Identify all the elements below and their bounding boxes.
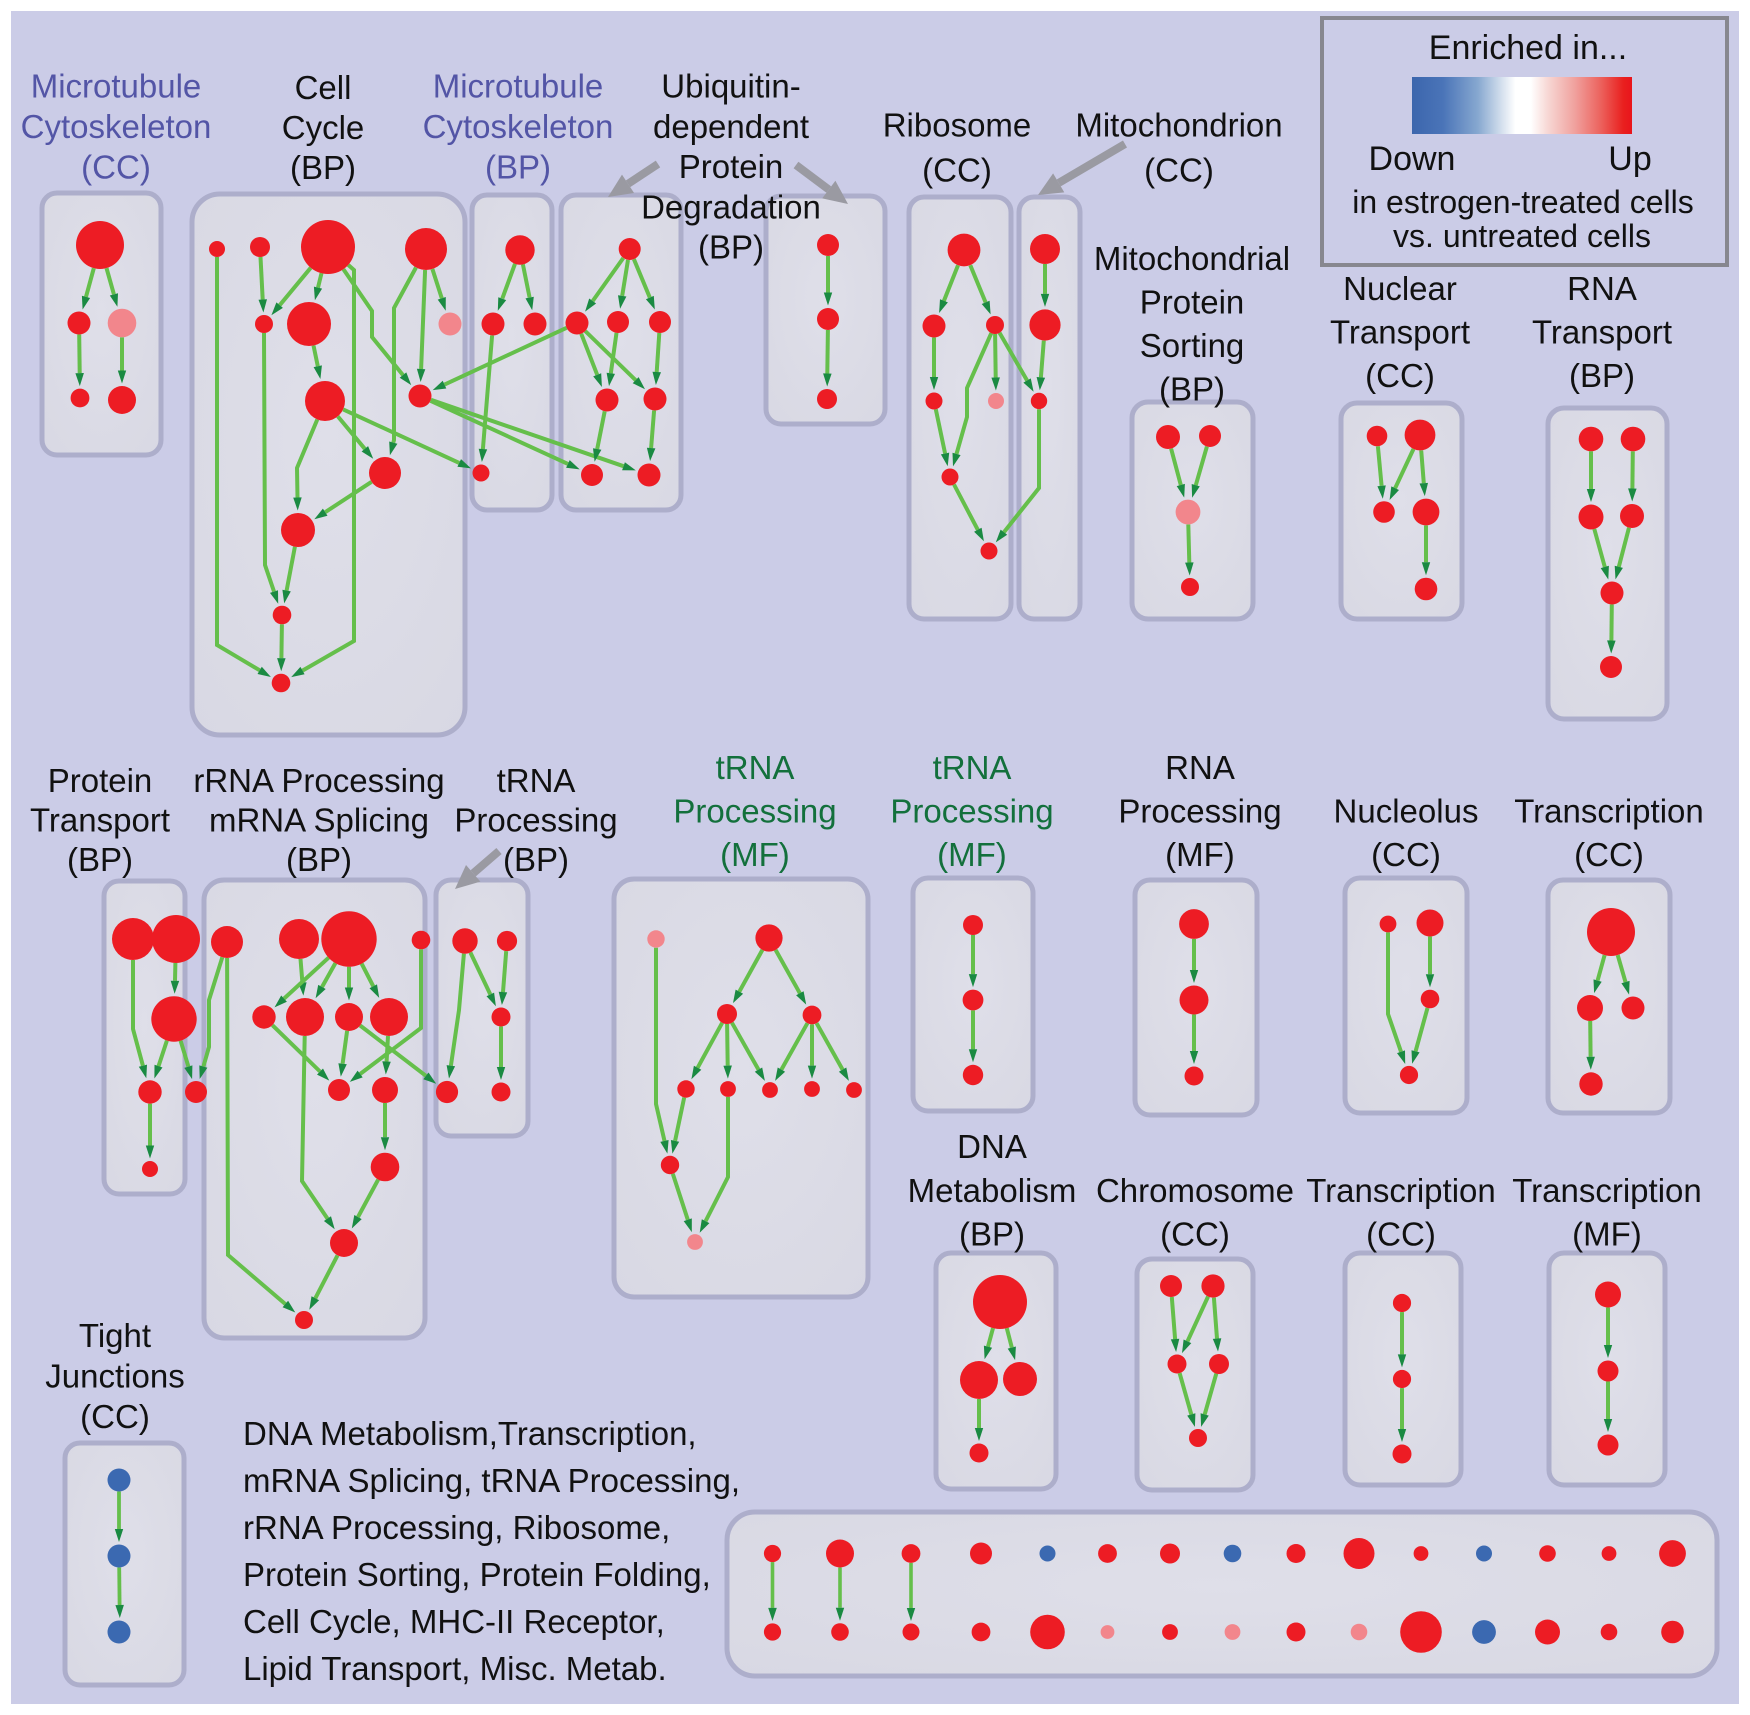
svg-text:(MF): (MF): [1165, 836, 1235, 873]
svg-text:(CC): (CC): [1365, 357, 1435, 394]
svg-text:Metabolism: Metabolism: [908, 1172, 1077, 1209]
svg-text:mRNA Splicing: mRNA Splicing: [209, 802, 429, 839]
svg-text:Degradation: Degradation: [641, 188, 821, 225]
svg-text:Cycle: Cycle: [282, 109, 365, 146]
svg-text:(BP): (BP): [290, 149, 356, 186]
svg-text:DNA: DNA: [957, 1128, 1027, 1165]
svg-text:Processing: Processing: [890, 793, 1053, 830]
svg-text:Chromosome: Chromosome: [1096, 1172, 1294, 1209]
svg-text:Cytoskeleton: Cytoskeleton: [423, 108, 614, 145]
svg-text:RNA: RNA: [1567, 270, 1637, 307]
svg-text:(CC): (CC): [80, 1398, 150, 1435]
svg-text:(BP): (BP): [959, 1216, 1025, 1253]
svg-text:Transport: Transport: [1330, 314, 1470, 351]
svg-text:Enriched in...: Enriched in...: [1429, 29, 1627, 67]
svg-text:Ribosome: Ribosome: [883, 107, 1032, 144]
svg-text:Down: Down: [1369, 140, 1456, 178]
svg-text:(CC): (CC): [1366, 1216, 1436, 1253]
svg-text:Processing: Processing: [1118, 793, 1281, 830]
svg-text:(BP): (BP): [1569, 357, 1635, 394]
svg-text:Transcription: Transcription: [1306, 1172, 1496, 1209]
svg-text:(MF): (MF): [720, 836, 790, 873]
svg-text:Protein: Protein: [48, 762, 153, 799]
svg-text:(BP): (BP): [286, 841, 352, 878]
svg-text:(CC): (CC): [1160, 1216, 1230, 1253]
svg-text:Lipid Transport, Misc. Metab.: Lipid Transport, Misc. Metab.: [243, 1650, 667, 1687]
svg-text:Microtubule: Microtubule: [433, 68, 604, 105]
svg-text:(CC): (CC): [922, 152, 992, 189]
svg-text:Mitochondrial: Mitochondrial: [1094, 240, 1290, 277]
svg-text:Protein: Protein: [679, 148, 784, 185]
svg-text:(BP): (BP): [1159, 371, 1225, 408]
svg-text:Mitochondrion: Mitochondrion: [1075, 107, 1282, 144]
svg-text:tRNA: tRNA: [497, 762, 576, 799]
svg-text:Transport: Transport: [30, 802, 170, 839]
svg-text:Nuclear: Nuclear: [1343, 270, 1457, 307]
svg-text:Processing: Processing: [454, 802, 617, 839]
svg-text:Up: Up: [1608, 140, 1651, 178]
svg-text:Microtubule: Microtubule: [31, 68, 202, 105]
svg-text:(CC): (CC): [1371, 836, 1441, 873]
svg-text:Junctions: Junctions: [45, 1358, 184, 1395]
svg-text:Cell: Cell: [295, 69, 352, 106]
svg-text:tRNA: tRNA: [716, 749, 795, 786]
svg-text:(CC): (CC): [1144, 152, 1214, 189]
svg-text:Processing: Processing: [673, 793, 836, 830]
svg-text:(BP): (BP): [503, 841, 569, 878]
svg-text:Cell Cycle, MHC-II Receptor,: Cell Cycle, MHC-II Receptor,: [243, 1603, 665, 1640]
svg-text:(BP): (BP): [485, 149, 551, 186]
svg-text:Tight: Tight: [79, 1317, 151, 1354]
svg-text:(CC): (CC): [1574, 836, 1644, 873]
svg-text:in estrogen-treated cells: in estrogen-treated cells: [1352, 184, 1694, 220]
svg-text:(BP): (BP): [698, 229, 764, 266]
svg-text:rRNA Processing: rRNA Processing: [193, 762, 444, 799]
svg-text:RNA: RNA: [1165, 749, 1235, 786]
svg-text:(MF): (MF): [1572, 1216, 1642, 1253]
svg-text:Transport: Transport: [1532, 314, 1672, 351]
svg-text:(MF): (MF): [937, 836, 1007, 873]
svg-text:rRNA Processing, Ribosome,: rRNA Processing, Ribosome,: [243, 1509, 670, 1546]
svg-text:Protein Sorting, Protein Foldi: Protein Sorting, Protein Folding,: [243, 1556, 711, 1593]
svg-text:mRNA Splicing, tRNA Processing: mRNA Splicing, tRNA Processing,: [243, 1462, 740, 1499]
svg-text:tRNA: tRNA: [933, 749, 1012, 786]
svg-text:Sorting: Sorting: [1140, 327, 1245, 364]
svg-text:Nucleolus: Nucleolus: [1334, 793, 1479, 830]
svg-text:Transcription: Transcription: [1512, 1172, 1702, 1209]
svg-text:Protein: Protein: [1140, 284, 1245, 321]
svg-text:dependent: dependent: [653, 108, 809, 145]
svg-text:(CC): (CC): [81, 149, 151, 186]
svg-text:DNA Metabolism,Transcription,: DNA Metabolism,Transcription,: [243, 1415, 697, 1452]
svg-text:Transcription: Transcription: [1514, 793, 1704, 830]
svg-text:Cytoskeleton: Cytoskeleton: [21, 108, 212, 145]
svg-text:Ubiquitin-: Ubiquitin-: [661, 68, 800, 105]
svg-text:vs. untreated cells: vs. untreated cells: [1393, 218, 1651, 254]
svg-text:(BP): (BP): [67, 841, 133, 878]
